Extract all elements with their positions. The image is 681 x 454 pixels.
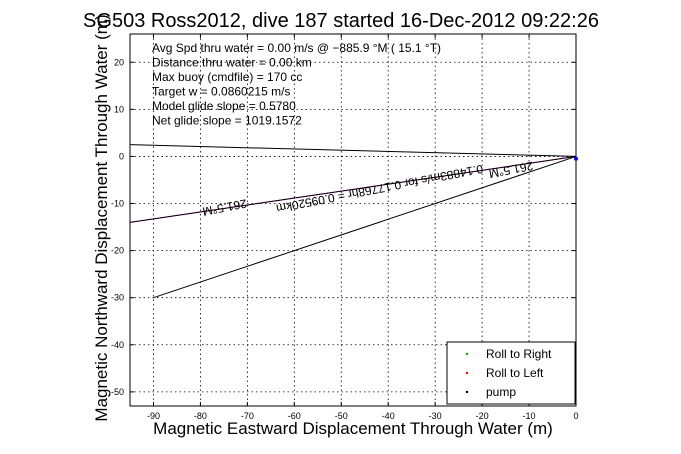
track-annotation: 261.5°M (488, 159, 535, 181)
plot-frame (129, 33, 577, 407)
track-line (153, 155, 577, 299)
y-tick-label: -10 (111, 199, 124, 209)
y-tick-label: -20 (111, 246, 124, 256)
x-tick-label: -20 (476, 411, 489, 421)
y-tick-label: -30 (111, 293, 124, 303)
chart-title: SG503 Ross2012, dive 187 started 16-Dec-… (83, 10, 599, 32)
y-tick-label: -40 (111, 340, 124, 350)
y-tick-label: 10 (114, 104, 124, 114)
legend-marker (465, 352, 469, 356)
info-line: Model glide slope = 0.5780 (152, 99, 296, 113)
x-tick-label: -90 (147, 411, 160, 421)
x-tick-label: -10 (523, 411, 536, 421)
y-tick-label: -50 (111, 387, 124, 397)
info-line: Distance thru water = 0.00 km (152, 56, 312, 70)
legend-label: Roll to Right (486, 347, 552, 361)
x-tick-label: 0 (573, 411, 578, 421)
x-axis-label: Magnetic Eastward Displacement Through W… (153, 419, 553, 438)
data-lines (129, 144, 578, 299)
grid (130, 34, 576, 406)
info-line: Max buoy (cmdfile) = 170 cc (152, 70, 302, 84)
y-tick-label: 20 (114, 57, 124, 67)
y-tick-label: 0 (119, 151, 124, 161)
legend-label: pump (486, 385, 516, 399)
track-annotation: 261.5°M (201, 196, 248, 218)
x-tick-label: -60 (288, 411, 301, 421)
x-tick-label: -80 (194, 411, 207, 421)
y-axis-label: Magnetic Northward Displacement Through … (92, 14, 111, 421)
x-tick-label: -50 (335, 411, 348, 421)
legend: Roll to Right Roll to Left pump (446, 341, 576, 405)
end-marker (574, 156, 578, 161)
dive-info-text: Avg Spd thru water = 0.00 m/s @ −885.9 °… (152, 41, 441, 128)
x-tick-label: -40 (382, 411, 395, 421)
track-annotation: 0.14883m/s for 0.17768hr = 0.09520km (275, 162, 484, 216)
info-line: Net glide slope = 1019.1572 (152, 114, 302, 128)
legend-marker (465, 390, 469, 394)
info-line: Target w = 0.0860215 m/s (152, 85, 290, 99)
info-line: Avg Spd thru water = 0.00 m/s @ −885.9 °… (152, 41, 441, 55)
legend-label: Roll to Left (486, 366, 544, 380)
legend-marker (465, 371, 469, 375)
legend-box (446, 341, 576, 405)
x-tick-label: -30 (429, 411, 442, 421)
axis-ticks: -90 -80 -70 -60 -50 -40 -30 -20 -10 0 20 10 0 -10 -20 -… (111, 34, 579, 421)
track-line (129, 144, 577, 157)
x-tick-label: -70 (241, 411, 254, 421)
track-line (129, 155, 577, 223)
